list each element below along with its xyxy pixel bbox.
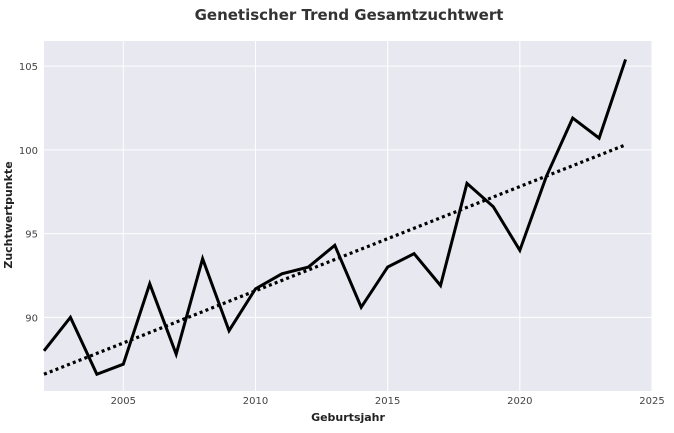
x-tick-label: 2005 (111, 396, 136, 407)
chart-title: Genetischer Trend Gesamtzuchtwert (195, 6, 504, 24)
y-tick-label: 90 (25, 313, 38, 324)
x-tick-label: 2025 (639, 396, 664, 407)
x-tick-label: 2020 (507, 396, 532, 407)
x-axis-label: Geburtsjahr (311, 411, 385, 424)
data-line (42, 58, 627, 377)
x-axis: 2005 2010 2015 2020 2025 (111, 396, 665, 407)
y-tick-label: 95 (25, 230, 38, 241)
y-tick-label: 105 (19, 62, 38, 73)
y-tick-label: 100 (19, 146, 38, 157)
x-tick-label: 2015 (375, 396, 400, 407)
y-axis: 90 95 100 105 (19, 62, 38, 324)
grid (44, 41, 653, 391)
x-tick-label: 2010 (243, 396, 268, 407)
trend-line (43, 143, 627, 376)
plot-area (44, 41, 652, 391)
y-axis-label: Zuchtwertpunkte (2, 161, 15, 268)
